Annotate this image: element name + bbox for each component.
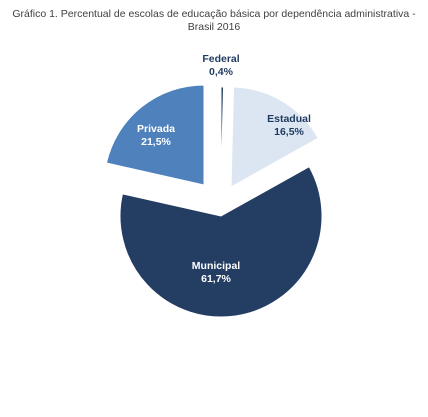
slice-value-label-municipal: 61,7% [201, 273, 231, 285]
slice-name-label-privada: Privada [137, 123, 175, 135]
slice-value-label-federal: 0,4% [209, 66, 234, 78]
slice-value-label-estadual: 16,5% [274, 126, 304, 138]
slice-name-label-estadual: Estadual [267, 113, 311, 125]
chart-title-line-2: Brasil 2016 [187, 21, 241, 33]
pie-slice-municipal [119, 166, 323, 318]
slice-name-label-federal: Federal [202, 53, 239, 65]
chart-title-line-1: Gráfico 1. Percentual de escolas de educ… [12, 8, 416, 20]
pie-slice-privada [105, 84, 205, 186]
slice-value-label-privada: 21,5% [141, 136, 171, 148]
chart-title: Gráfico 1. Percentual de escolas de educ… [0, 8, 428, 34]
pie-slice-estadual [230, 86, 319, 188]
slice-name-label-municipal: Municipal [192, 260, 241, 272]
pie-slice-federal [220, 86, 225, 188]
